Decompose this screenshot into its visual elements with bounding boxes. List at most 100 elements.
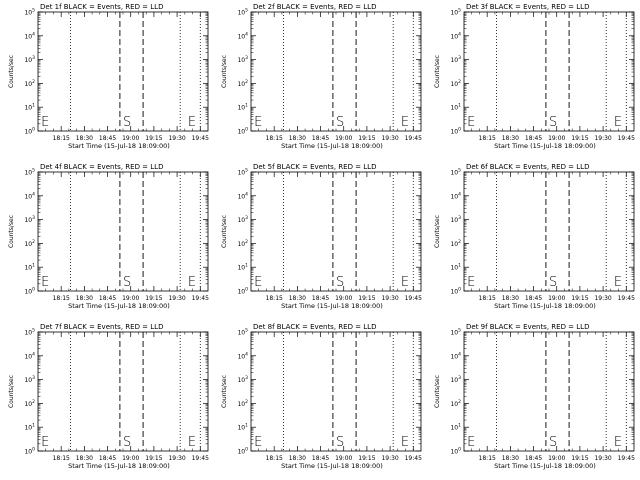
y-tick-label: 105 <box>450 168 461 177</box>
interval-marker-s: S <box>123 435 131 450</box>
interval-marker-e: E <box>467 275 475 290</box>
plot-frame <box>463 171 635 292</box>
y-tick-label: 103 <box>450 55 461 64</box>
x-tick-label: 18:30 <box>289 455 306 462</box>
x-tick-label: 19:00 <box>548 135 565 142</box>
detector-chart: Det 6f BLACK = Events, RED = LLD 100 101 10… <box>434 163 635 310</box>
interval-marker-s: S <box>336 115 344 130</box>
y-tick-label: 103 <box>237 215 248 224</box>
y-tick-label: 102 <box>450 399 461 408</box>
x-tick-label: 19:15 <box>145 135 162 142</box>
y-tick-label: 100 <box>24 287 35 296</box>
y-axis-label: Counts/sec <box>434 375 441 408</box>
x-tick-label: 19:00 <box>122 135 139 142</box>
interval-marker-s: S <box>123 115 131 130</box>
y-axis-label: Counts/sec <box>8 215 15 248</box>
y-tick-label: 103 <box>237 375 248 384</box>
x-tick-label: 19:30 <box>381 135 398 142</box>
plot-frame <box>250 331 422 452</box>
x-axis-label: Start Time (15-Jul-18 18:09:00) <box>494 462 596 470</box>
interval-marker-s: S <box>549 115 557 130</box>
x-tick-label: 18:30 <box>502 455 519 462</box>
interval-marker-e: E <box>41 435 49 450</box>
x-tick-label: 18:15 <box>266 295 283 302</box>
detector-panel: Det 1f BLACK = Events, RED = LLD 100 101 10… <box>0 0 213 160</box>
y-tick-label: 103 <box>24 215 35 224</box>
x-axis-label: Start Time (15-Jul-18 18:09:00) <box>68 462 170 470</box>
y-tick-label: 104 <box>237 31 248 40</box>
x-tick-label: 19:00 <box>335 135 352 142</box>
y-tick-label: 102 <box>237 399 248 408</box>
detector-chart: Det 1f BLACK = Events, RED = LLD 100 101 10… <box>8 3 209 150</box>
y-axis-label: Counts/sec <box>221 55 228 88</box>
interval-marker-e: E <box>254 275 262 290</box>
x-tick-label: 18:45 <box>525 455 542 462</box>
x-tick-label: 19:45 <box>192 135 209 142</box>
y-tick-label: 102 <box>237 239 248 248</box>
plot-frame <box>463 11 635 132</box>
x-tick-label: 18:15 <box>53 455 70 462</box>
detector-panel: Det 2f BLACK = Events, RED = LLD 100 101 10… <box>213 0 426 160</box>
y-tick-label: 100 <box>450 447 461 456</box>
chart-title: Det 8f BLACK = Events, RED = LLD <box>253 323 376 331</box>
x-tick-label: 19:30 <box>594 295 611 302</box>
detector-chart: Det 8f BLACK = Events, RED = LLD 100 101 10… <box>221 323 422 470</box>
plot-frame <box>37 11 209 132</box>
y-tick-label: 102 <box>450 239 461 248</box>
x-tick-label: 19:15 <box>571 295 588 302</box>
y-tick-label: 104 <box>24 191 35 200</box>
x-tick-label: 18:45 <box>525 135 542 142</box>
y-tick-label: 104 <box>237 351 248 360</box>
y-tick-label: 100 <box>24 447 35 456</box>
x-tick-label: 19:45 <box>618 135 635 142</box>
interval-marker-s: S <box>549 435 557 450</box>
detector-panel: Det 3f BLACK = Events, RED = LLD 100 101 10… <box>426 0 639 160</box>
chart-title: Det 4f BLACK = Events, RED = LLD <box>40 163 163 171</box>
x-tick-label: 18:30 <box>76 135 93 142</box>
detector-panel: Det 5f BLACK = Events, RED = LLD 100 101 10… <box>213 160 426 320</box>
y-tick-label: 102 <box>450 79 461 88</box>
y-tick-label: 104 <box>24 31 35 40</box>
x-tick-label: 18:30 <box>289 295 306 302</box>
x-tick-label: 18:15 <box>53 295 70 302</box>
y-axis-label: Counts/sec <box>221 215 228 248</box>
detector-chart: Det 9f BLACK = Events, RED = LLD 100 101 10… <box>434 323 635 470</box>
y-tick-label: 101 <box>24 423 35 432</box>
plot-frame <box>37 171 209 292</box>
y-tick-label: 104 <box>450 31 461 40</box>
y-tick-label: 100 <box>450 127 461 136</box>
x-tick-label: 19:30 <box>168 295 185 302</box>
y-tick-label: 105 <box>450 8 461 17</box>
chart-title: Det 5f BLACK = Events, RED = LLD <box>253 163 376 171</box>
x-axis-label: Start Time (15-Jul-18 18:09:00) <box>68 302 170 310</box>
x-tick-label: 18:15 <box>53 135 70 142</box>
x-tick-label: 18:30 <box>76 295 93 302</box>
x-tick-label: 19:15 <box>358 135 375 142</box>
x-tick-label: 18:15 <box>266 455 283 462</box>
interval-marker-e: E <box>614 435 622 450</box>
interval-marker-s: S <box>123 275 131 290</box>
y-tick-label: 100 <box>237 127 248 136</box>
x-tick-label: 19:00 <box>335 295 352 302</box>
plot-frame <box>37 331 209 452</box>
x-tick-label: 18:45 <box>525 295 542 302</box>
x-tick-label: 19:00 <box>122 295 139 302</box>
y-tick-label: 101 <box>237 263 248 272</box>
y-tick-label: 101 <box>237 423 248 432</box>
interval-marker-e: E <box>401 275 409 290</box>
y-tick-label: 104 <box>450 191 461 200</box>
interval-marker-e: E <box>401 435 409 450</box>
x-tick-label: 19:15 <box>358 295 375 302</box>
y-tick-label: 103 <box>24 55 35 64</box>
y-tick-label: 102 <box>24 399 35 408</box>
y-axis-label: Counts/sec <box>8 55 15 88</box>
y-tick-label: 105 <box>24 328 35 337</box>
x-tick-label: 18:30 <box>289 135 306 142</box>
y-tick-label: 104 <box>237 191 248 200</box>
detector-chart: Det 7f BLACK = Events, RED = LLD 100 101 10… <box>8 323 209 470</box>
x-tick-label: 18:30 <box>76 455 93 462</box>
y-tick-label: 103 <box>450 375 461 384</box>
interval-marker-e: E <box>614 275 622 290</box>
x-tick-label: 19:15 <box>571 455 588 462</box>
